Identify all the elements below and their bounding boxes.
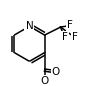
- Text: N: N: [26, 21, 33, 31]
- Text: O: O: [41, 76, 49, 86]
- Text: O: O: [52, 67, 60, 77]
- Text: F: F: [72, 32, 78, 42]
- Text: F: F: [67, 20, 73, 31]
- Text: F: F: [62, 32, 68, 42]
